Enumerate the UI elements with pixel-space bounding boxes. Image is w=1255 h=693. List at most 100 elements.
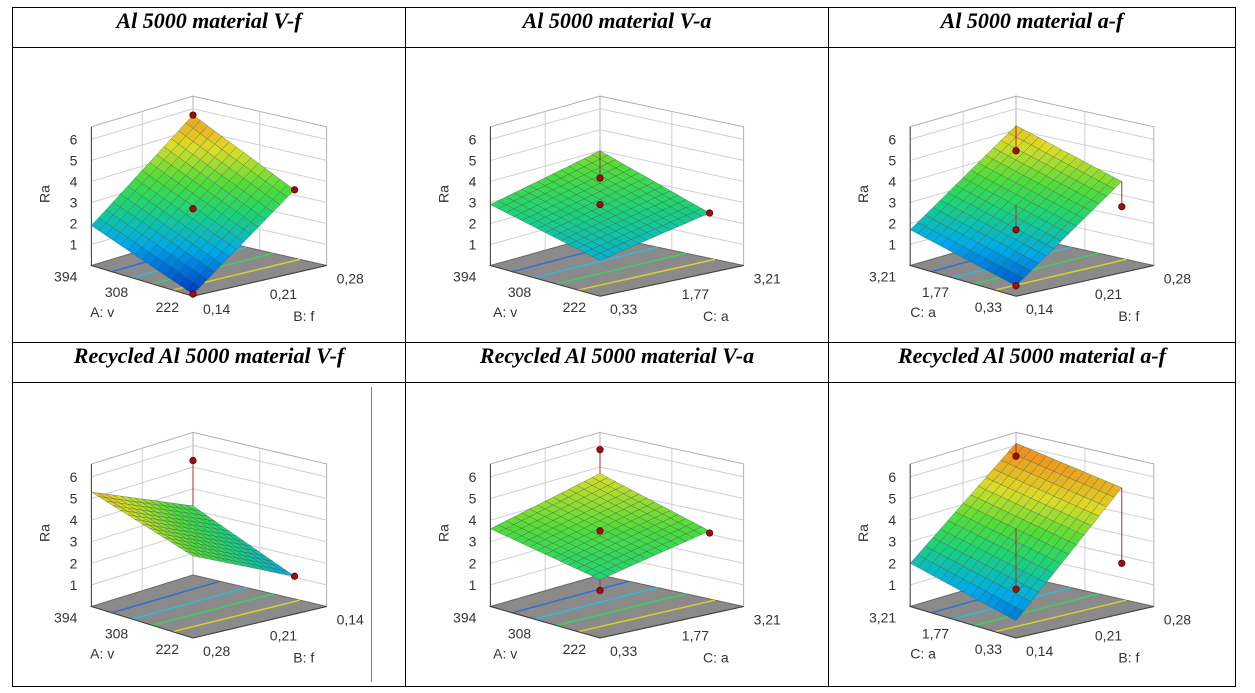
z-tick-label: 2 bbox=[70, 215, 78, 231]
z-tick-label: 4 bbox=[469, 512, 477, 528]
floor-contour bbox=[555, 593, 687, 627]
design-point bbox=[189, 456, 197, 465]
z-tick-label: 3 bbox=[888, 534, 896, 550]
response-surface bbox=[909, 442, 1123, 621]
z-tick-label: 4 bbox=[70, 173, 78, 189]
x-tick-label: 3,21 bbox=[869, 269, 896, 285]
x-tick-label: 394 bbox=[54, 610, 78, 626]
z-tick-label: 1 bbox=[888, 237, 896, 253]
z-tick-label: 2 bbox=[888, 215, 896, 231]
z-tick-label: 3 bbox=[469, 194, 477, 210]
x-axis-label: A: v bbox=[493, 645, 517, 661]
figure-table: Al 5000 material V-f Al 5000 material V-… bbox=[12, 7, 1236, 687]
z-tick-label: 1 bbox=[469, 237, 477, 253]
x-tick-label: 308 bbox=[508, 284, 532, 300]
panel-title-5: Recycled Al 5000 material V-a bbox=[405, 342, 829, 383]
z-tick-label: 5 bbox=[469, 491, 477, 507]
x-tick-label: 308 bbox=[105, 284, 129, 300]
x-axis-label: A: v bbox=[90, 304, 114, 320]
z-tick-label: 6 bbox=[888, 469, 896, 485]
design-point bbox=[290, 186, 299, 194]
x-axis-line bbox=[490, 606, 601, 639]
x-axis-label: C: a bbox=[910, 645, 936, 661]
y-axis-line bbox=[599, 606, 744, 639]
z-tick-label: 6 bbox=[469, 469, 477, 485]
z-tick-label: 1 bbox=[888, 577, 896, 593]
z-tick-label: 3 bbox=[70, 194, 78, 210]
y-axis-line bbox=[192, 606, 327, 639]
y-axis-label: B: f bbox=[293, 308, 314, 324]
y-axis-label: C: a bbox=[703, 649, 729, 665]
panel-title-1: Al 5000 material V-f bbox=[12, 7, 406, 48]
surface-plot-4: 1 2 3 4 5 6 Ra 394 308 222 A: v 0,28 0,21 0,14 B: f bbox=[36, 431, 364, 665]
design-point bbox=[1118, 203, 1126, 211]
design-point bbox=[189, 290, 197, 298]
z-axis-label: Ra bbox=[36, 185, 52, 203]
floor-contour bbox=[534, 586, 658, 620]
design-point bbox=[1012, 452, 1020, 460]
surface-plot-6: 1 2 3 4 5 6 Ra 3,21 1,77 0,33 C: a 0,14 0,21 0,28 B: f bbox=[855, 431, 1191, 665]
z-tick-label: 5 bbox=[469, 152, 477, 168]
y-axis-line bbox=[599, 265, 744, 297]
surface-plot-5: 1 2 3 4 5 6 Ra 394 308 222 A: v 0,33 1,77 3,21 C: a bbox=[435, 431, 781, 665]
z-tick-label: 2 bbox=[469, 555, 477, 571]
floor-contour bbox=[973, 252, 1099, 285]
z-tick-label: 6 bbox=[70, 469, 78, 485]
floor-contour bbox=[534, 246, 658, 279]
y-tick-label: 0,21 bbox=[270, 627, 297, 643]
response-surface bbox=[489, 150, 711, 261]
wall-gridline bbox=[91, 444, 327, 478]
z-tick-label: 5 bbox=[70, 152, 78, 168]
z-tick-label: 1 bbox=[70, 577, 78, 593]
y-tick-label: 1,77 bbox=[682, 286, 709, 302]
y-tick-label: 0,21 bbox=[270, 286, 297, 302]
surface-plot-3: 1 2 3 4 5 6 Ra 3,21 1,77 0,33 C: a 0,14 0,21 0,28 B: f bbox=[855, 95, 1191, 324]
z-tick-label: 4 bbox=[70, 512, 78, 528]
floor-contour bbox=[555, 252, 687, 285]
y-tick-label: 0,28 bbox=[337, 271, 364, 287]
design-point bbox=[596, 446, 604, 454]
z-tick-label: 1 bbox=[70, 237, 78, 253]
design-point bbox=[1012, 585, 1020, 593]
floor-contour bbox=[111, 580, 220, 614]
panel-title-6: Recycled Al 5000 material a-f bbox=[828, 342, 1236, 383]
y-tick-label: 0,28 bbox=[1164, 271, 1191, 287]
z-tick-label: 2 bbox=[888, 555, 896, 571]
floor-contour bbox=[577, 599, 716, 633]
z-tick-label: 6 bbox=[70, 131, 78, 147]
panel-title-4: Recycled Al 5000 material V-f bbox=[12, 342, 406, 383]
z-axis-label: Ra bbox=[36, 524, 52, 542]
design-point bbox=[596, 200, 604, 209]
design-point bbox=[1012, 282, 1020, 290]
y-axis-line bbox=[1015, 265, 1154, 297]
x-axis-label: C: a bbox=[910, 304, 936, 320]
x-tick-label: 1,77 bbox=[922, 625, 949, 641]
design-point bbox=[1118, 559, 1126, 567]
y-axis-label: B: f bbox=[1118, 308, 1139, 324]
panel-divider bbox=[371, 387, 372, 682]
x-axis-line bbox=[91, 606, 194, 639]
x-axis-line bbox=[490, 265, 601, 297]
z-tick-label: 5 bbox=[70, 491, 78, 507]
response-surface bbox=[91, 491, 295, 577]
x-axis-line bbox=[910, 606, 1017, 639]
x-tick-label: 222 bbox=[563, 299, 587, 315]
x-tick-label: 0,33 bbox=[975, 641, 1002, 657]
floor-contour bbox=[973, 593, 1099, 627]
z-axis-label: Ra bbox=[435, 185, 451, 203]
y-axis-line bbox=[192, 265, 327, 297]
y-tick-label: 0,21 bbox=[1095, 286, 1122, 302]
x-tick-label: 308 bbox=[105, 625, 129, 641]
y-tick-label: 3,21 bbox=[754, 271, 781, 287]
response-surface bbox=[91, 114, 295, 295]
x-tick-label: 1,77 bbox=[922, 284, 949, 300]
z-tick-label: 4 bbox=[469, 173, 477, 189]
z-tick-label: 3 bbox=[469, 534, 477, 550]
y-tick-label: 0,33 bbox=[610, 643, 637, 659]
z-axis-label: Ra bbox=[855, 185, 871, 203]
y-tick-label: 0,28 bbox=[203, 643, 230, 659]
response-surface bbox=[489, 473, 711, 580]
x-tick-label: 222 bbox=[156, 299, 180, 315]
surface-plot-2: 1 2 3 4 5 6 Ra 394 308 222 A: v 0,33 1,77 3,21 C: a bbox=[435, 95, 781, 324]
floor-contour bbox=[131, 586, 247, 620]
